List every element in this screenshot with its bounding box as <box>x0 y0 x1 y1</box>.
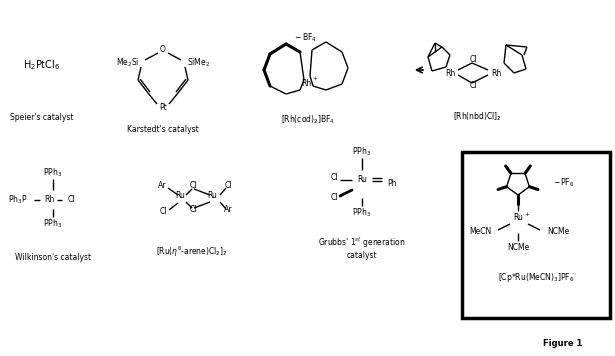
Text: Ru: Ru <box>175 190 185 199</box>
Text: Cl: Cl <box>189 182 197 190</box>
Text: Ru: Ru <box>207 190 217 199</box>
Text: PPh$_3$: PPh$_3$ <box>352 146 371 158</box>
Text: NCMe: NCMe <box>547 227 569 236</box>
Text: [Rh(cod)$_2$]BF$_4$: [Rh(cod)$_2$]BF$_4$ <box>281 114 335 126</box>
Text: SiMe$_2$: SiMe$_2$ <box>187 57 210 69</box>
Text: Ar: Ar <box>224 205 232 215</box>
Text: Speier's catalyst: Speier's catalyst <box>10 114 74 122</box>
Text: Cl: Cl <box>159 208 167 216</box>
Text: PF$_6$: PF$_6$ <box>560 177 574 189</box>
Text: PPh$_3$: PPh$_3$ <box>352 207 371 219</box>
Text: Pt: Pt <box>159 103 167 111</box>
Text: Figure 1: Figure 1 <box>542 339 582 347</box>
Text: Ph$_3$P: Ph$_3$P <box>9 194 28 206</box>
Text: −: − <box>294 33 300 42</box>
Text: PPh$_3$: PPh$_3$ <box>44 218 63 230</box>
Text: BF$_4$: BF$_4$ <box>302 32 317 44</box>
Text: Rh: Rh <box>445 68 455 78</box>
Text: Grubbs' 1$^{st}$ generation
catalyst: Grubbs' 1$^{st}$ generation catalyst <box>319 236 406 260</box>
Text: H$_2$PtCl$_6$: H$_2$PtCl$_6$ <box>23 58 61 72</box>
Text: Ar: Ar <box>158 182 166 190</box>
Text: −: − <box>553 178 559 188</box>
Text: [Rh(nbd)Cl]$_2$: [Rh(nbd)Cl]$_2$ <box>453 111 501 123</box>
Text: Cl: Cl <box>224 182 232 190</box>
Text: Cl: Cl <box>330 194 338 203</box>
Text: Ph: Ph <box>387 179 397 188</box>
Text: Cl: Cl <box>469 80 477 89</box>
Text: Ru: Ru <box>357 176 367 184</box>
Text: NCMe: NCMe <box>507 244 529 252</box>
Text: Cl: Cl <box>330 173 338 183</box>
Text: PPh$_3$: PPh$_3$ <box>44 167 63 179</box>
Text: Ru: Ru <box>513 214 523 222</box>
Text: MeCN: MeCN <box>470 227 492 236</box>
Text: Cl: Cl <box>469 56 477 64</box>
Text: Karstedt's catalyst: Karstedt's catalyst <box>127 126 199 135</box>
Text: Rh: Rh <box>44 195 54 204</box>
Text: [Cp*Ru(MeCN)$_3$]PF$_6$: [Cp*Ru(MeCN)$_3$]PF$_6$ <box>498 272 574 284</box>
Text: Cl: Cl <box>68 195 76 204</box>
Bar <box>462 152 610 318</box>
Text: O: O <box>160 46 166 54</box>
Text: Me$_2$Si: Me$_2$Si <box>116 57 139 69</box>
Text: Wilkinson's catalyst: Wilkinson's catalyst <box>15 252 91 262</box>
Text: [Ru($\eta^6$-arene)Cl$_2$]$_2$: [Ru($\eta^6$-arene)Cl$_2$]$_2$ <box>156 245 228 259</box>
Text: +: + <box>312 75 317 80</box>
Text: Cl: Cl <box>189 205 197 215</box>
Text: Rh: Rh <box>491 68 501 78</box>
Text: Rh: Rh <box>301 79 311 88</box>
Text: +: + <box>525 213 530 218</box>
